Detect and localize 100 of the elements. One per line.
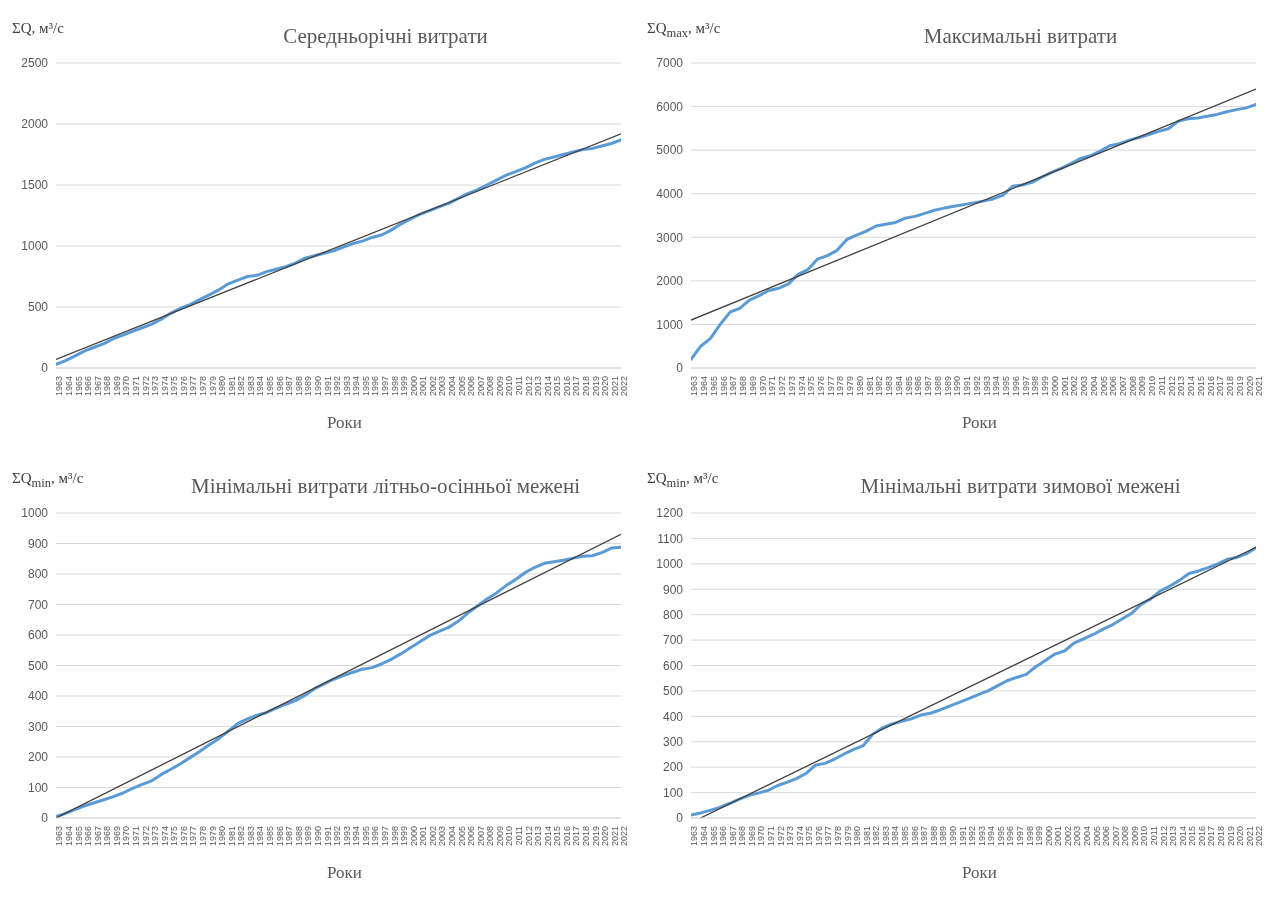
x-tick-label: 2007 [475, 376, 486, 397]
y-tick-label: 0 [676, 811, 684, 826]
x-tick-label: 1966 [83, 376, 94, 397]
x-tick-label: 1983 [245, 826, 256, 847]
x-tick-label: 1998 [1024, 826, 1035, 847]
x-tick-label: 2005 [1098, 376, 1109, 397]
x-tick-label: 2017 [1215, 376, 1226, 397]
x-tick-label: 2016 [561, 376, 572, 397]
chart-title: Максимальні витрати [922, 24, 1119, 49]
x-tick-label: 1978 [198, 826, 209, 847]
x-tick-label: 2018 [1216, 826, 1227, 847]
x-tick-label: 2014 [542, 826, 553, 847]
x-tick-label: 2010 [1139, 826, 1150, 847]
x-tick-label: 2000 [1049, 376, 1060, 397]
x-tick-label: 1982 [871, 826, 882, 847]
chart-title: Середньорічні витрати [282, 24, 489, 49]
y-tick-label: 400 [662, 709, 684, 724]
x-tick-label: 1980 [852, 826, 863, 847]
x-tick-label: 1997 [1014, 826, 1025, 847]
x-tick-label: 1971 [767, 376, 778, 397]
x-tick-label: 2001 [1059, 376, 1070, 397]
x-tick-label: 1987 [919, 826, 930, 847]
x-tick-label: 1984 [893, 376, 904, 397]
x-tick-label: 1999 [1040, 376, 1051, 397]
x-tick-label: 1977 [823, 826, 834, 847]
x-tick-label: 1969 [111, 376, 122, 397]
x-tick-label: 1988 [932, 376, 943, 397]
y-tick-label: 1200 [656, 506, 684, 521]
x-tick-label: 1998 [389, 826, 400, 847]
x-tick-label: 1992 [971, 376, 982, 397]
x-tick-label: 1981 [226, 376, 237, 397]
x-tick-label: 2022 [619, 826, 630, 847]
y-tick-label: 500 [662, 684, 684, 699]
x-tick-label: 2004 [1082, 826, 1093, 847]
x-tick-label: 1969 [746, 826, 757, 847]
x-tick-label: 1980 [854, 376, 865, 397]
x-tick-label: 2010 [504, 826, 515, 847]
x-tick-label: 2017 [571, 826, 582, 847]
x-tick-label: 1996 [370, 826, 381, 847]
y-tick-label: 100 [27, 780, 49, 795]
x-tick-label: 2007 [475, 826, 486, 847]
x-tick-label: 1973 [785, 826, 796, 847]
x-tick-label: 2015 [552, 376, 563, 397]
x-tick-label: 1976 [178, 376, 189, 397]
x-tick-label: 1968 [737, 826, 748, 847]
x-tick-label: 2001 [1053, 826, 1064, 847]
x-tick-label: 2016 [1196, 826, 1207, 847]
x-tick-label: 1981 [226, 826, 237, 847]
y-tick-label: 0 [41, 811, 49, 826]
x-tick-label: 1995 [1001, 376, 1012, 397]
x-tick-label: 1963 [54, 376, 65, 397]
x-tick-label: 1971 [131, 826, 141, 847]
x-tick-label: 2019 [1234, 376, 1245, 397]
x-tick-label: 1964 [63, 826, 74, 847]
y-tick-label: 700 [27, 597, 49, 612]
x-tick-label: 1974 [159, 826, 170, 847]
y-tick-label: 300 [662, 735, 684, 750]
x-tick-label: 2014 [1186, 376, 1197, 397]
x-tick-label: 2006 [1108, 376, 1119, 397]
x-tick-label: 2009 [494, 826, 505, 847]
x-axis-title: Роки [961, 863, 998, 883]
x-tick-label: 1978 [835, 376, 846, 397]
x-tick-label: 1989 [942, 376, 953, 397]
y-axis-title: ΣQ, м³/с [12, 20, 64, 37]
y-tick-label: 2500 [21, 56, 49, 71]
x-tick-label: 1992 [967, 826, 978, 847]
y-tick-label: 800 [662, 607, 684, 622]
x-tick-label: 1968 [738, 376, 749, 397]
x-tick-label: 1999 [399, 826, 410, 847]
x-tick-label: 1967 [92, 376, 103, 397]
x-tick-label: 1965 [708, 376, 719, 397]
x-tick-label: 1980 [217, 826, 228, 847]
x-tick-label: 1981 [861, 826, 872, 847]
x-tick-label: 1990 [312, 826, 323, 847]
x-tick-label: 1965 [73, 826, 84, 847]
y-tick-label: 2000 [21, 117, 49, 132]
x-tick-label: 2003 [437, 376, 448, 397]
x-axis-title: Роки [326, 863, 363, 883]
x-tick-label: 2019 [590, 826, 601, 847]
x-tick-label: 1968 [102, 826, 113, 847]
x-tick-label: 2013 [533, 376, 544, 397]
x-tick-label: 1964 [699, 376, 710, 397]
y-tick-label: 3000 [656, 230, 684, 245]
x-tick-label: 1984 [255, 826, 266, 847]
y-axis-title: ΣQ$_{min}$, м³/с [12, 470, 84, 491]
x-tick-label: 1980 [217, 376, 228, 397]
x-tick-label: 1970 [121, 826, 132, 847]
y-tick-label: 600 [662, 658, 684, 673]
x-tick-label: 1990 [312, 376, 323, 397]
x-tick-label: 1993 [981, 376, 992, 397]
x-tick-label: 2001 [418, 826, 429, 847]
x-tick-label: 1974 [794, 826, 805, 847]
x-tick-label: 2011 [514, 376, 525, 396]
x-tick-label: 1978 [833, 826, 844, 847]
x-tick-label: 2013 [1176, 376, 1187, 397]
x-tick-label: 1963 [689, 826, 700, 847]
x-tick-label: 1975 [169, 376, 180, 397]
x-tick-label: 1991 [322, 376, 333, 397]
y-tick-label: 2000 [656, 274, 684, 289]
x-tick-label: 2012 [1166, 376, 1177, 397]
